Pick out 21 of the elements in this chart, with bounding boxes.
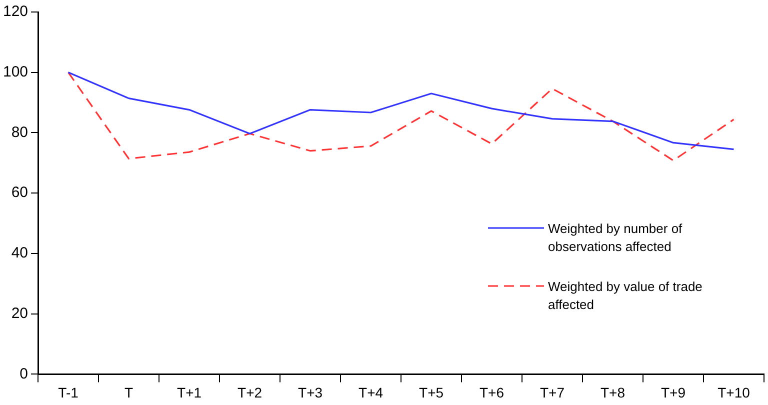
y-tick-label: 100: [2, 64, 28, 81]
x-tick-label: T+1: [177, 384, 202, 400]
y-tick-label: 60: [11, 184, 28, 202]
x-tick-label: T: [124, 384, 134, 400]
x-tick-label: T+8: [600, 384, 626, 400]
x-tick-label: T+2: [238, 384, 262, 400]
y-tick-label: 40: [11, 244, 28, 262]
y-tick-label: 20: [11, 304, 28, 322]
y-tick-label: 80: [11, 124, 28, 141]
y-tick-label: 0: [20, 365, 28, 382]
x-tick-label: T+6: [480, 384, 504, 400]
x-tick-label: T+9: [660, 384, 686, 400]
x-tick-label: T+7: [540, 384, 565, 400]
x-tick-label: T+3: [298, 384, 323, 400]
x-tick-label: T+4: [358, 384, 384, 400]
x-tick-label: T-1: [58, 384, 79, 400]
legend-label: Weighted by value of trade affected: [548, 278, 704, 314]
y-tick-label: 120: [2, 3, 28, 20]
x-tick-label: T+5: [419, 384, 444, 400]
x-tick-label: T+10: [718, 384, 750, 400]
legend-label: Weighted by number of observations affected: [548, 220, 684, 256]
